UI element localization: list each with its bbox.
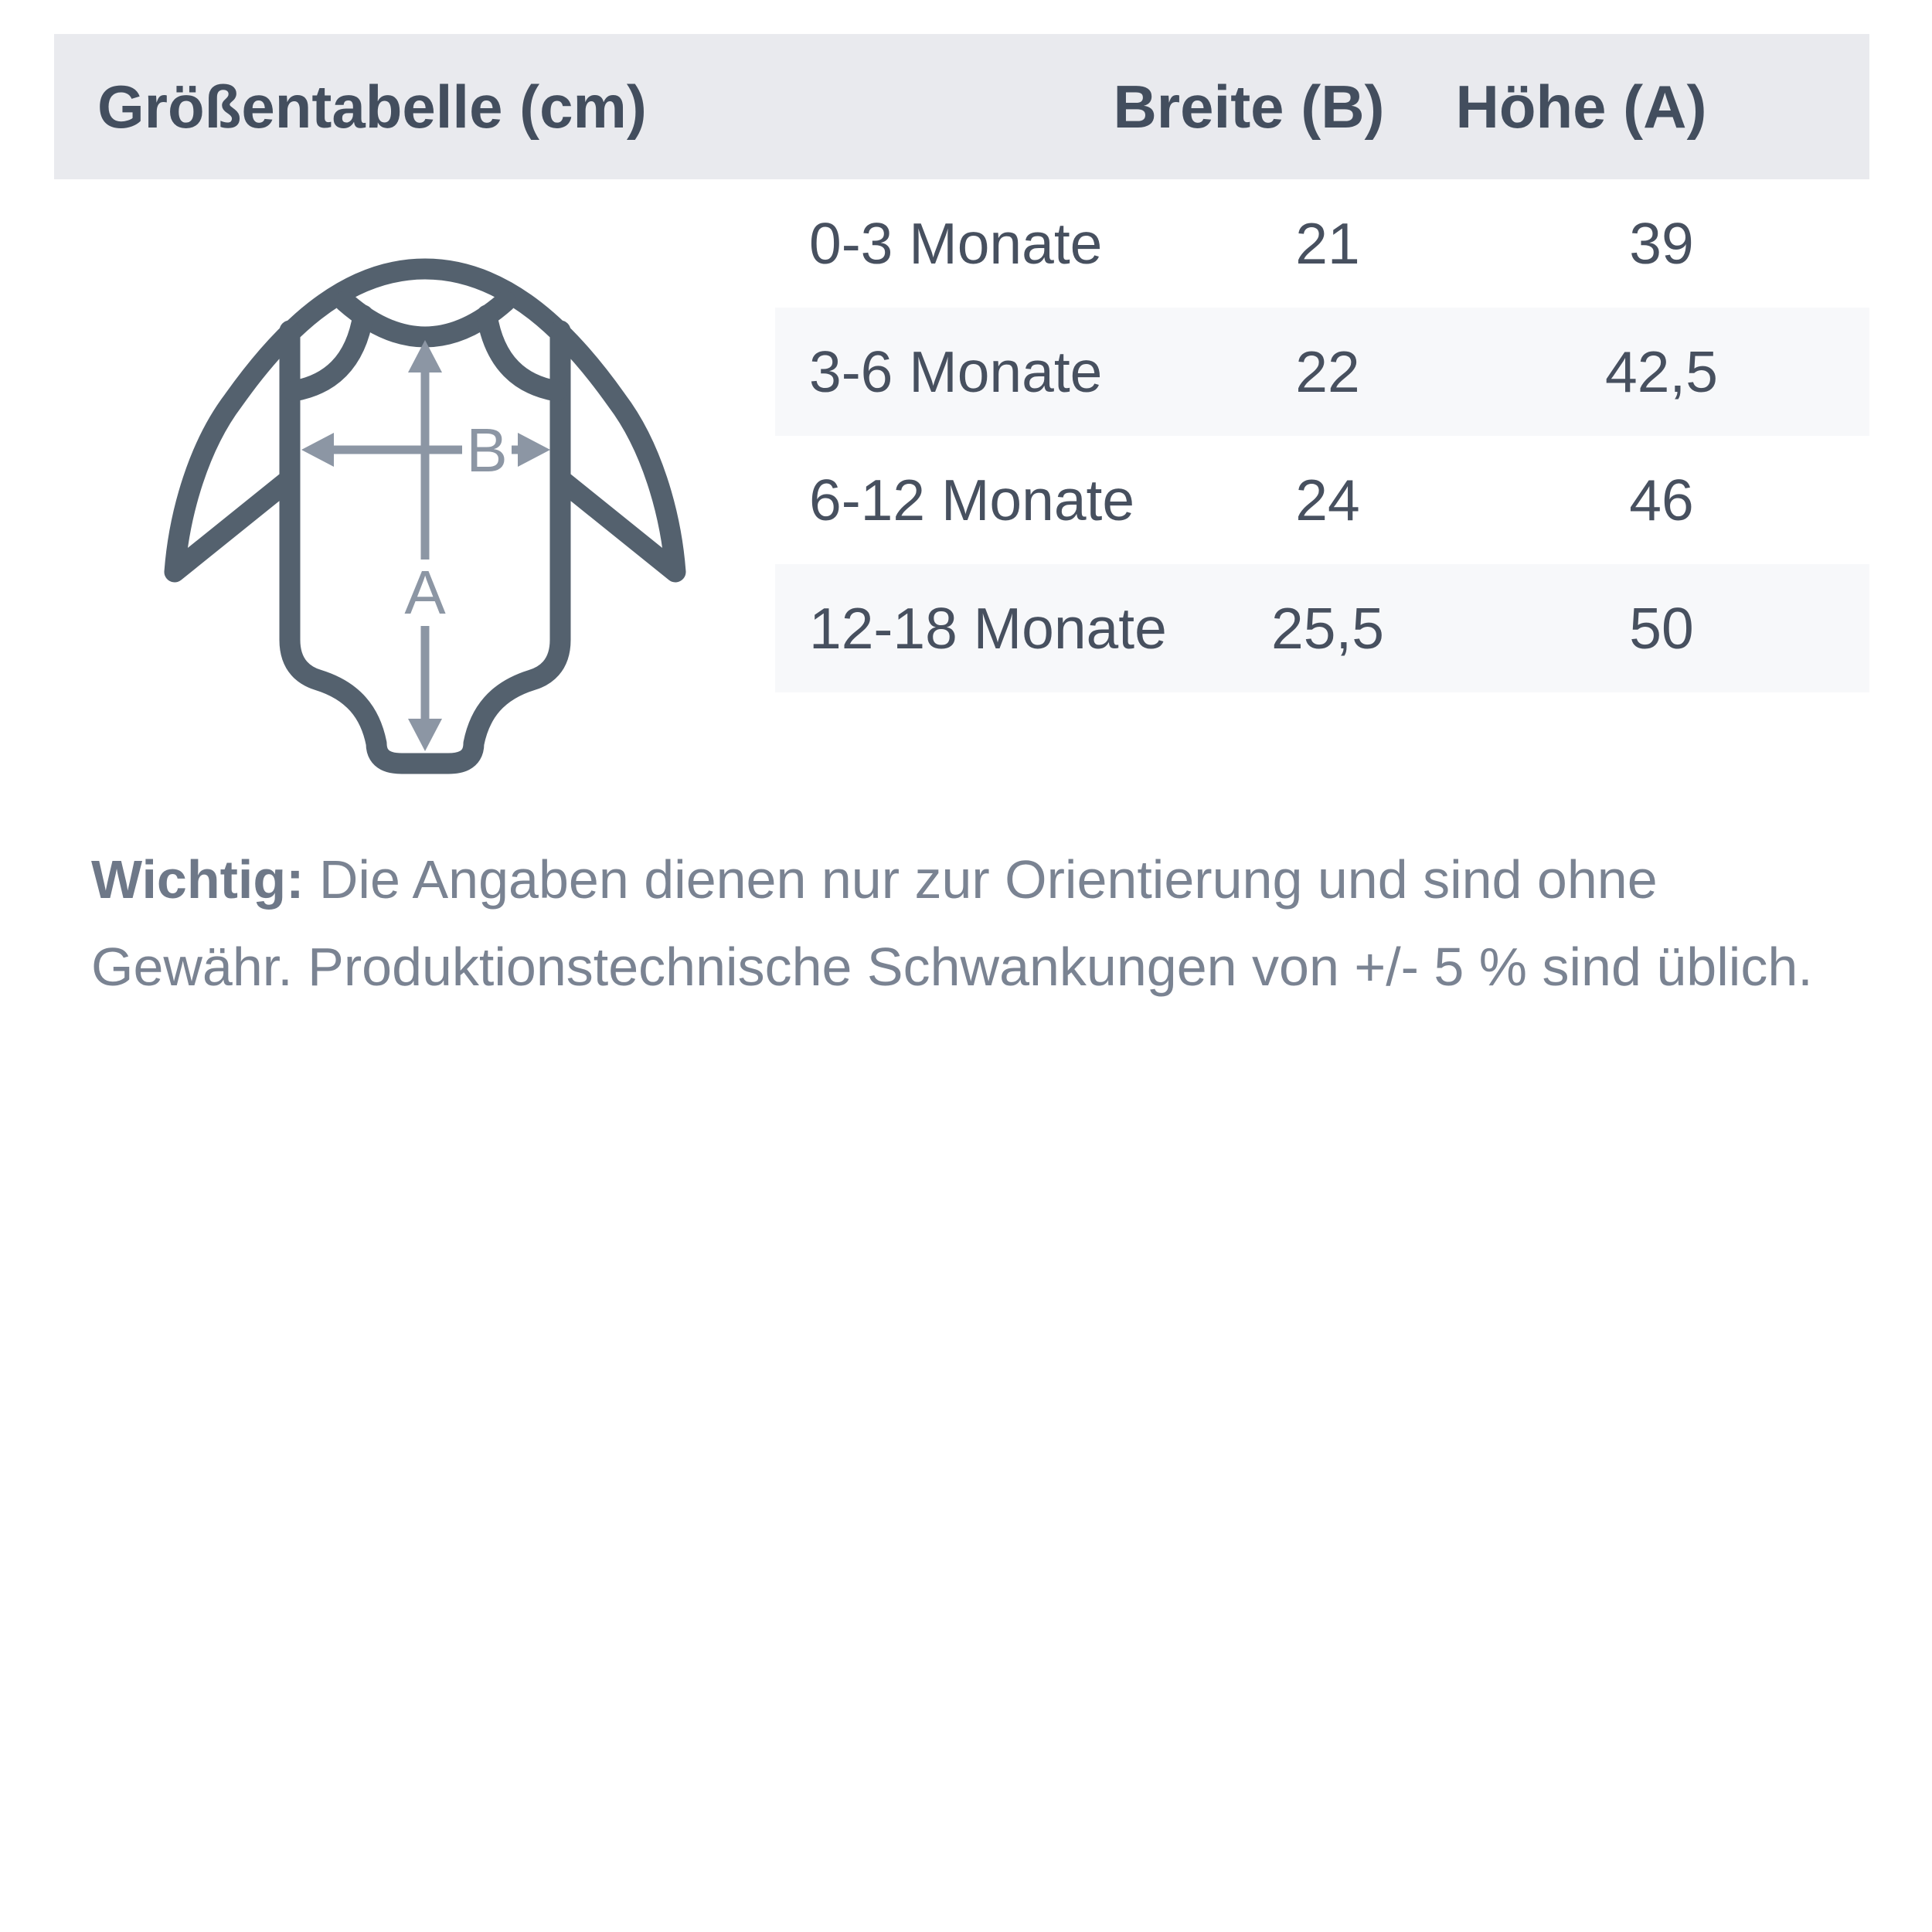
- table-row: 3-6 Monate 22 42,5: [775, 308, 1869, 436]
- row-breite-value: 24: [1295, 468, 1360, 532]
- table-row: 6-12 Monate 24 46: [775, 436, 1869, 564]
- arrow-a-head-up: [408, 340, 442, 372]
- arrow-b-head-right: [518, 433, 550, 467]
- size-chart-title: Größentabelle (cm): [97, 72, 647, 141]
- row-hoehe-value: 39: [1629, 211, 1694, 276]
- column-header-hoehe: Höhe (A): [1455, 72, 1707, 141]
- row-label: 6-12 Monate: [809, 468, 1135, 532]
- arrow-b-head-left: [301, 433, 334, 467]
- row-label: 12-18 Monate: [809, 596, 1167, 661]
- label-b: B: [466, 416, 507, 485]
- arrow-a-head-down: [408, 719, 442, 751]
- row-breite-value: 25,5: [1271, 596, 1384, 661]
- size-chart-header: Größentabelle (cm) Breite (B) Höhe (A): [54, 34, 1869, 179]
- row-label: 0-3 Monate: [809, 211, 1103, 276]
- column-header-breite: Breite (B): [1113, 72, 1385, 141]
- onesie-shoulder-left: [283, 304, 374, 402]
- size-table: 0-3 Monate 21 39 3-6 Monate 22 42,5 6-12…: [775, 179, 1869, 692]
- row-breite-value: 21: [1295, 211, 1360, 276]
- disclaimer-note: Wichtig: Die Angaben dienen nur zur Orie…: [91, 836, 1869, 1011]
- row-label: 3-6 Monate: [809, 339, 1103, 404]
- row-hoehe-value: 42,5: [1605, 339, 1718, 404]
- disclaimer-text: Die Angaben dienen nur zur Orientierung …: [91, 849, 1813, 997]
- onesie-body: [279, 320, 571, 774]
- table-row: 12-18 Monate 25,5 50: [775, 564, 1869, 692]
- onesie-sleeves-arch: [164, 258, 686, 583]
- label-a: A: [404, 558, 446, 627]
- baby-bodysuit-diagram: A B: [162, 257, 688, 776]
- onesie-shoulder-right: [476, 304, 567, 402]
- baby-bodysuit-outline-icon: A B: [164, 258, 686, 774]
- row-breite-value: 22: [1295, 339, 1360, 404]
- table-row: 0-3 Monate 21 39: [775, 179, 1869, 308]
- row-hoehe-value: 50: [1629, 596, 1694, 661]
- disclaimer-bold-prefix: Wichtig:: [91, 849, 304, 910]
- row-hoehe-value: 46: [1629, 468, 1694, 532]
